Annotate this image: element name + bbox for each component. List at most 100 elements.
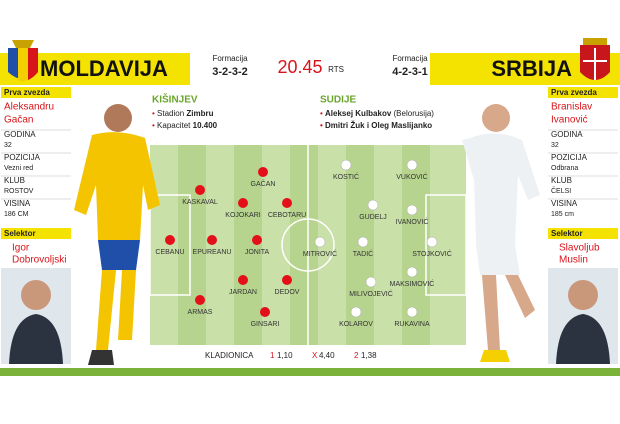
coach-title: Selektor [4,229,36,238]
formation: 3-2-3-2 [212,66,247,78]
coach-body [556,314,610,364]
label-band [548,87,618,98]
home-crest [8,40,38,82]
players: KASKAVAL GAČAN KOJOKARI CEBOTARU CEBANU EPURE… [155,159,452,328]
home-player-photo [74,104,160,365]
stat-label: KLUB [4,176,25,185]
capacity: • Kapacitet 10.400 [152,121,218,130]
player-dot [195,295,205,305]
player-name: GUDELJ [359,214,387,221]
capacity-value: 10.400 [193,121,218,130]
city: KIŠINJEV [152,93,198,106]
grass [0,368,620,376]
player-name: JARDAN [229,289,257,296]
stat-value: ROSTOV [4,188,34,195]
player-dot [238,275,248,285]
stat-label: POZICIJA [551,153,588,162]
player-dot [195,185,205,195]
referees-title: SUDIJE [320,95,356,106]
player-name: TADIĆ [353,249,373,258]
odds-value: 1,10 [277,351,293,360]
stat-label: GODINA [4,130,36,139]
stat-value: 186 CM [4,211,29,218]
player-dot [252,235,262,245]
player-dot [207,235,217,245]
player-dot [340,159,352,171]
odds-mark: 1 [270,351,275,360]
away-player-photo [462,104,540,362]
coach-name: Igor [12,243,30,254]
player-dot [238,198,248,208]
player-dot [350,306,362,318]
referee-country: (Belorusija) [394,109,435,118]
coach-body [9,314,63,364]
formation-label: Formacija [392,54,428,63]
stat-value: 185 cm [551,211,574,218]
stat-label: POZICIJA [4,153,41,162]
stat-label: GODINA [551,130,583,139]
player-name: VUKOVIĆ [396,172,428,181]
formation: 4-2-3-1 [392,66,427,78]
coach-head [568,280,598,310]
stat-value: 32 [551,142,559,149]
odds-value: 1,38 [361,351,377,360]
broadcaster: RTS [328,65,344,74]
label-band [1,228,71,239]
stadium: • Stadion Zimbru [152,109,214,118]
odds-mark: X [312,351,318,360]
coach-name: Dobrovoljski [12,255,66,266]
player-dot [260,307,270,317]
odds-value: 4,40 [319,351,335,360]
away-team: SRBIJA [491,56,572,81]
odds: 1 1,10 X 4,40 2 1,38 [270,351,377,360]
label-band [548,228,618,239]
player-name: GAČAN [251,179,276,188]
player-name: MITROVIĆ [303,249,337,258]
coach-head [21,280,51,310]
stat-label: VISINA [551,199,578,208]
away-star-column: Prva zvezda Branislav Ivanović GODINA 32 POZI… [548,87,618,364]
player-name: KOJOKARI [225,212,260,219]
player-name: IVANOVIĆ [396,217,429,226]
referee-name: Aleksej Kulbakov [325,109,392,118]
player-dot [258,167,268,177]
player-dot [406,266,418,278]
player-dot [365,276,377,288]
assistant-names: Dmitri Žuk i Oleg Maslijanko [325,121,432,130]
player-dot [426,236,438,248]
odds-title: KLADIONICA [205,351,254,360]
player-name: MILIVOJEVIĆ [349,289,393,298]
player-dot [314,236,326,248]
stadium-label: Stadion [157,109,184,118]
stat-value: Vezni red [4,165,33,172]
label-band [1,87,71,98]
star-name: Ivanović [551,115,588,126]
player-name: KOSTIĆ [333,172,359,181]
player-name: EPUREANU [193,249,232,256]
stat-value: 32 [4,142,12,149]
stat-label: VISINA [4,199,31,208]
player-name: STOJKOVIĆ [412,249,452,258]
away-crest [580,38,610,80]
stat-value: Odbrana [551,165,578,172]
coach-name: Slavoljub [559,243,600,254]
stat-label: KLUB [551,176,572,185]
player-dot [406,159,418,171]
player-dot [367,199,379,211]
stadium-name: Zimbru [186,109,213,118]
coach-title: Selektor [551,229,583,238]
player-dot [282,275,292,285]
player-name: GINSARI [251,321,280,328]
player-name: ARMAS [188,309,213,316]
player-dot [406,306,418,318]
home-team: MOLDAVIJA [40,56,168,81]
player-dot [406,204,418,216]
star-name: Gačan [4,115,33,126]
home-star-column: Prva zvezda Aleksandru Gačan GODINA 32 POZICI… [1,87,71,364]
player-dot [357,236,369,248]
player-name: JONITA [245,249,270,256]
player-name: RUKAVINA [394,321,430,328]
star-title: Prva zvezda [551,88,597,97]
stat-value: ČELSI [551,186,571,195]
